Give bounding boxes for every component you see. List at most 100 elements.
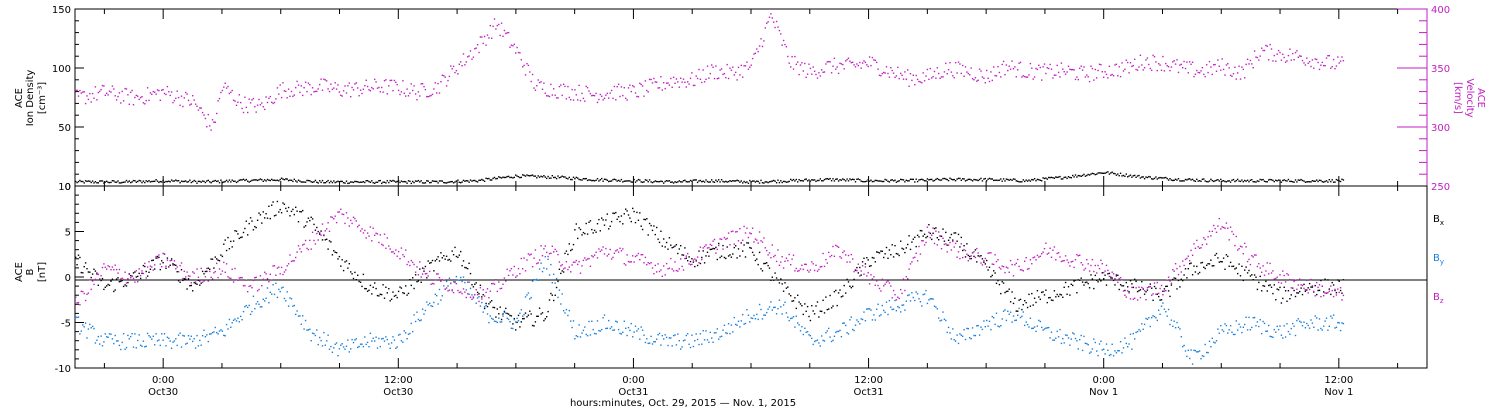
bx-point [749,246,751,249]
density-point [846,178,848,180]
density-point [911,178,913,180]
bx-point [516,321,518,324]
velocity-point [548,95,551,98]
bz-point [660,269,662,271]
bz-point [722,248,724,250]
bx-point [682,254,685,256]
velocity-point [644,80,647,82]
by-point [1211,337,1213,339]
bx-point [1277,289,1280,291]
density-point [863,181,865,183]
by-point [949,332,951,334]
by-point [348,351,350,353]
bx-point [1306,289,1308,291]
bz-point [264,271,266,273]
velocity-point [1041,79,1043,81]
velocity-point [830,72,833,74]
velocity-point [1310,65,1312,68]
bz-point [698,262,700,264]
bz-point [481,298,483,300]
velocity-point [1330,67,1332,69]
bz-point [1300,284,1302,286]
density-point [1296,181,1298,183]
density-point [932,180,934,182]
bz-point [630,261,632,263]
bx-point [350,271,352,273]
density-point [1149,176,1151,178]
velocity-point [613,85,616,88]
by-point [1087,344,1089,346]
by-point [245,304,247,307]
bz-point [162,252,164,255]
density-series [75,171,1345,185]
by-point [871,319,874,321]
velocity-point [811,73,813,75]
bx-point [674,245,676,247]
bz-point [1221,226,1223,228]
bz-point [533,257,535,259]
by-point [161,333,163,335]
bx-point [437,256,439,258]
by-point [667,344,669,347]
bx-point [888,249,891,251]
velocity-point [1303,62,1305,64]
by-point [1293,325,1295,327]
bz-point [234,267,236,270]
velocity-point [904,71,906,73]
velocity-point [278,93,280,95]
density-point [297,179,300,181]
density-point [94,181,97,183]
bz-point [1094,264,1096,267]
bx-point [1018,299,1020,301]
by-point [221,330,224,332]
velocity-point [131,89,133,92]
bz-point [859,275,861,277]
bz-point [138,268,140,270]
bx-point [154,268,156,270]
bx-point [203,273,205,275]
velocity-point [345,92,348,94]
bz-point [386,237,388,239]
bx-point [760,268,762,270]
bz-point [183,270,185,272]
density-point [1052,177,1054,179]
by-point [1115,352,1118,354]
density-point [603,178,606,180]
bz-point [1207,236,1209,238]
by-point [506,317,508,319]
bz-point [319,232,321,234]
by-point [461,280,463,283]
by-point [1177,326,1180,328]
bz-point [1239,245,1242,247]
density-point [1107,171,1109,173]
by-point [131,333,133,335]
density-point [1256,180,1259,182]
bz-point [732,230,734,232]
density-point [1017,180,1019,182]
bz-point [125,282,128,284]
bz-point [1097,264,1099,267]
density-point [1248,181,1250,183]
velocity-point [275,98,277,100]
density-point [372,182,374,184]
by-point [106,336,108,338]
bx-point [805,310,807,312]
date-tick-label: Nov 1 [1089,387,1118,398]
date-tick-label: Nov 1 [1324,387,1353,398]
bz-point [452,291,455,294]
bx-point [1310,286,1312,288]
velocity-point [524,74,527,76]
by-point [1189,357,1191,360]
density-point [868,180,871,182]
velocity-point [1317,61,1319,64]
by-point [272,284,274,286]
bz-point [860,270,862,272]
by-point [543,267,545,269]
velocity-point [228,92,231,95]
by-point [328,348,331,350]
bx-point [696,264,699,267]
by-point [1080,334,1082,337]
bx-point [1069,294,1071,296]
density-point [251,179,253,182]
bz-point [445,287,448,289]
